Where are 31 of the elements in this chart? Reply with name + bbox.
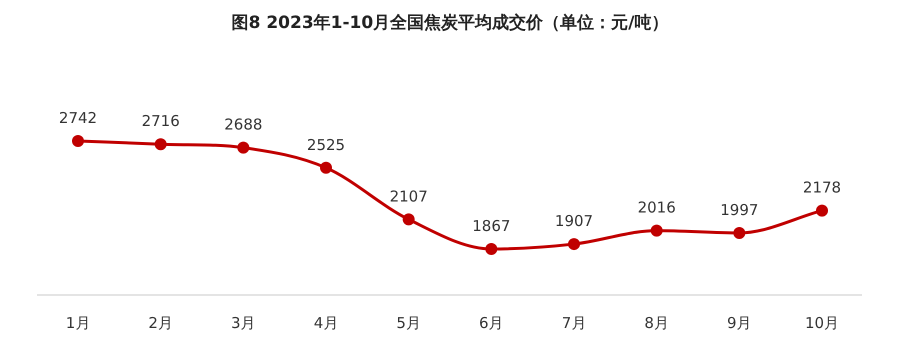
x-tick-label: 6月 [479, 314, 504, 332]
x-tick-label: 5月 [396, 314, 421, 332]
x-tick-label: 8月 [644, 314, 669, 332]
x-tick-label: 2月 [148, 314, 173, 332]
data-label: 2716 [142, 112, 180, 130]
data-label: 1997 [720, 200, 758, 219]
data-label: 2107 [390, 187, 428, 206]
data-label: 2688 [224, 116, 262, 134]
chart-title: 图8 2023年1-10月全国焦炭平均成交价（单位：元/吨） [232, 13, 668, 33]
x-tick-label: 3月 [231, 314, 256, 332]
x-tick-label: 9月 [727, 314, 752, 332]
data-label: 1867 [472, 217, 510, 235]
point [650, 224, 663, 237]
data-label: 1907 [554, 212, 594, 230]
point [320, 162, 332, 174]
data-label: 2016 [638, 198, 676, 217]
point [733, 226, 746, 239]
x-tick-label: 10月 [804, 314, 840, 332]
point [568, 238, 580, 250]
point [237, 142, 250, 154]
x-tick-label: 1月 [66, 314, 90, 332]
x-tick-label: 4月 [314, 314, 338, 332]
point [485, 243, 498, 255]
x-tick-label: 7月 [562, 314, 586, 332]
data-label: 2742 [58, 109, 98, 127]
data-label: 2525 [306, 136, 346, 154]
data-label: 2178 [802, 178, 842, 197]
point [402, 213, 415, 226]
point [72, 135, 84, 147]
point [154, 138, 167, 150]
point [816, 204, 828, 217]
